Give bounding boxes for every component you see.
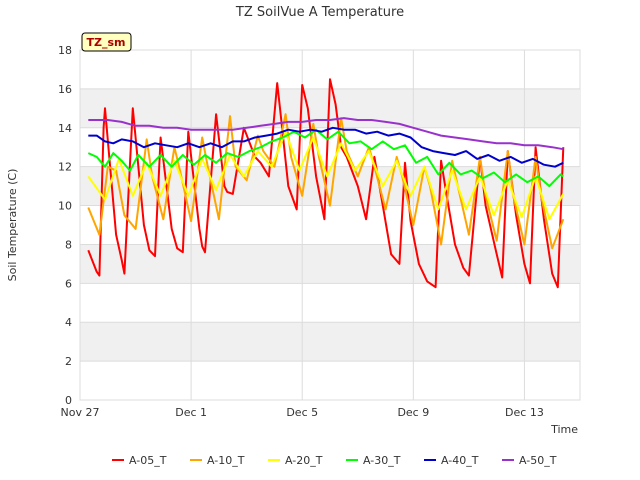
- x-tick-label: Dec 1: [175, 406, 207, 419]
- series-lines: [87, 78, 565, 289]
- legend-label-A-40_T: A-40_T: [441, 454, 479, 467]
- x-tick-label: Nov 27: [61, 406, 100, 419]
- badge: TZ_sm: [81, 32, 132, 52]
- legend-label-A-05_T: A-05_T: [129, 454, 167, 467]
- legend-label-A-50_T: A-50_T: [519, 454, 557, 467]
- x-tick-label: Dec 13: [505, 406, 544, 419]
- y-tick-label: 4: [65, 316, 72, 329]
- y-tick-label: 16: [58, 83, 72, 96]
- series-line-A-20_T: [87, 130, 565, 221]
- x-axis-ticks: Nov 27 Dec 1 Dec 5 Dec 9 Dec 13: [61, 406, 544, 419]
- badge-label: TZ_sm: [87, 36, 126, 49]
- chart-title: TZ SoilVue A Temperature: [235, 5, 404, 20]
- legend-label-A-20_T: A-20_T: [285, 454, 323, 467]
- y-axis-ticks: 0 2 4 6 8 10 12 14 16 18: [58, 44, 72, 407]
- band: [80, 322, 580, 362]
- y-tick-label: 12: [58, 161, 72, 174]
- legend: A-05_T A-10_T A-20_T A-30_T A-40_T A-50_T: [112, 454, 557, 467]
- legend-label-A-10_T: A-10_T: [207, 454, 245, 467]
- x-axis-label: Time: [550, 423, 578, 436]
- series-line-A-30_T: [87, 128, 564, 188]
- y-tick-label: 18: [58, 44, 72, 57]
- series-line-A-40_T: [88, 126, 564, 168]
- y-tick-label: 10: [58, 200, 72, 213]
- y-axis-label: Soil Temperature (C): [6, 169, 19, 282]
- x-tick-label: Dec 5: [286, 406, 318, 419]
- y-tick-label: 8: [65, 238, 72, 251]
- legend-label-A-30_T: A-30_T: [363, 454, 401, 467]
- y-tick-label: 6: [65, 277, 72, 290]
- series-line-A-10_T: [87, 113, 565, 250]
- y-tick-label: 14: [58, 122, 72, 135]
- x-tick-label: Dec 9: [397, 406, 429, 419]
- plot-background: [79, 49, 581, 401]
- y-tick-label: 0: [65, 394, 72, 407]
- y-tick-label: 2: [65, 355, 72, 368]
- series-line-A-50_T: [88, 117, 564, 151]
